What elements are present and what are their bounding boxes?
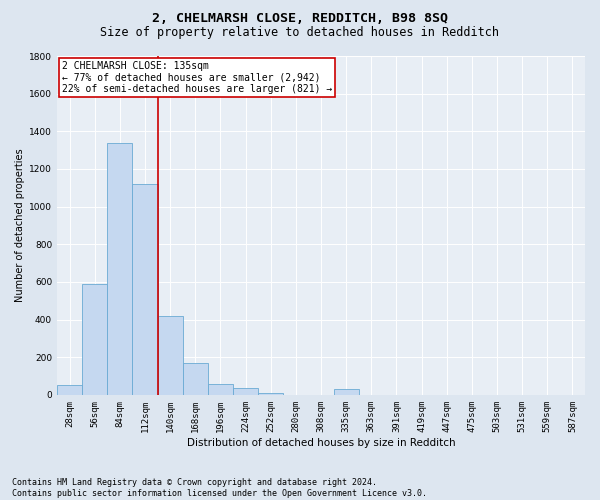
- Text: 2, CHELMARSH CLOSE, REDDITCH, B98 8SQ: 2, CHELMARSH CLOSE, REDDITCH, B98 8SQ: [152, 12, 448, 26]
- Text: 2 CHELMARSH CLOSE: 135sqm
← 77% of detached houses are smaller (2,942)
22% of se: 2 CHELMARSH CLOSE: 135sqm ← 77% of detac…: [62, 61, 332, 94]
- Bar: [82, 284, 107, 395]
- Bar: [208, 384, 233, 395]
- Y-axis label: Number of detached properties: Number of detached properties: [15, 148, 25, 302]
- Bar: [57, 386, 82, 395]
- Text: Contains HM Land Registry data © Crown copyright and database right 2024.
Contai: Contains HM Land Registry data © Crown c…: [12, 478, 427, 498]
- Bar: [183, 363, 208, 395]
- Bar: [158, 316, 183, 395]
- Bar: [334, 389, 359, 395]
- X-axis label: Distribution of detached houses by size in Redditch: Distribution of detached houses by size …: [187, 438, 455, 448]
- Bar: [233, 388, 258, 395]
- Bar: [133, 184, 158, 395]
- Text: Size of property relative to detached houses in Redditch: Size of property relative to detached ho…: [101, 26, 499, 39]
- Bar: [107, 142, 133, 395]
- Bar: [258, 393, 283, 395]
